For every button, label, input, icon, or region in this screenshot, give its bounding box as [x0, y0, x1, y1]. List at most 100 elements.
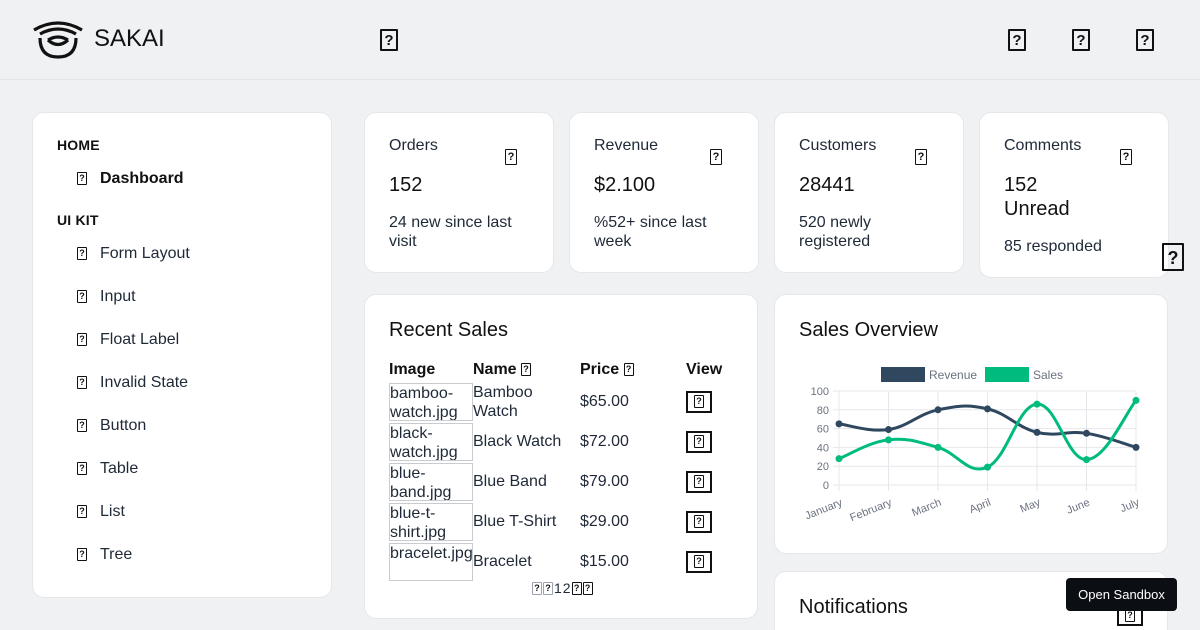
x-tick-label: January: [803, 496, 844, 522]
legend-label: Revenue: [929, 368, 977, 382]
sort-icon[interactable]: [521, 363, 532, 377]
view-button[interactable]: [686, 390, 712, 413]
x-tick-label: March: [910, 497, 943, 520]
user-icon[interactable]: [1072, 29, 1090, 52]
product-price: $15.00: [580, 553, 629, 570]
column-header-image: Image: [389, 361, 436, 378]
product-name: Bamboo Watch: [473, 384, 533, 420]
product-name: Bracelet: [473, 553, 532, 570]
stat-label: Customers: [799, 137, 877, 154]
column-header-price[interactable]: Price: [580, 358, 686, 382]
product-image: blue-band.jpg: [389, 463, 473, 501]
calendar-icon[interactable]: [1008, 29, 1026, 52]
product-price: $79.00: [580, 473, 629, 490]
sidebar-item-label: Table: [100, 459, 139, 477]
page-2-button[interactable]: 2: [562, 580, 571, 596]
last-page-icon[interactable]: [582, 581, 593, 595]
legend-label: Sales: [1033, 368, 1063, 382]
y-tick-label: 100: [811, 386, 829, 398]
stat-subtext: %52+ since last week: [594, 214, 707, 250]
view-button[interactable]: [686, 430, 712, 453]
view-button[interactable]: [686, 510, 712, 533]
notifications-title: Notifications: [799, 596, 908, 618]
table-row: bracelet.jpg Bracelet $15.00: [389, 542, 736, 582]
prev-page-icon[interactable]: [543, 581, 553, 595]
settings-icon[interactable]: [1136, 29, 1154, 52]
sidebar-item-form-layout[interactable]: Form Layout: [57, 232, 331, 275]
sidebar-section-home: HOME: [57, 137, 100, 153]
stat-card-revenue: Revenue $2.100 %52+ since last week: [569, 112, 759, 273]
stat-value: 152: [389, 174, 423, 196]
sidebar-item-label: Input: [100, 287, 136, 305]
data-point-sales: [1083, 456, 1090, 464]
y-tick-label: 60: [817, 424, 829, 436]
stat-subtext: 520 newly registered: [799, 214, 872, 250]
table-row: blue-t-shirt.jpg Blue T-Shirt $29.00: [389, 502, 736, 542]
product-name: Blue Band: [473, 473, 547, 490]
inbox-icon: [915, 149, 927, 165]
sidebar-item-tree[interactable]: Tree: [57, 533, 331, 576]
data-point-revenue: [885, 426, 892, 434]
search-icon: [694, 475, 704, 489]
product-name: Black Watch: [473, 433, 562, 450]
data-point-sales: [934, 443, 942, 451]
data-point-revenue: [835, 420, 843, 428]
list-icon: [77, 505, 87, 518]
open-sandbox-button[interactable]: Open Sandbox: [1066, 578, 1177, 611]
recent-sales-table: Image Name Price View bamboo-watch.jpg B…: [389, 358, 736, 582]
data-point-sales: [1033, 400, 1041, 408]
next-page-icon[interactable]: [571, 581, 582, 595]
data-point-sales: [1132, 396, 1140, 404]
x-tick-label: May: [1018, 496, 1042, 515]
sidebar-item-button[interactable]: Button: [57, 404, 331, 447]
menu-icon[interactable]: [380, 29, 398, 52]
recent-sales-panel: Recent Sales Image Name Price View bambo…: [364, 294, 758, 619]
stat-subtext: 24 new since last visit: [389, 214, 512, 250]
config-cog-icon[interactable]: [1162, 243, 1184, 272]
sidebar-item-invalid-state[interactable]: Invalid State: [57, 361, 331, 404]
sidebar-item-input[interactable]: Input: [57, 275, 331, 318]
stat-label: Orders: [389, 137, 438, 154]
first-page-icon[interactable]: [532, 581, 542, 595]
data-point-revenue: [984, 405, 991, 413]
sidebar-item-label: Dashboard: [100, 169, 184, 187]
data-point-revenue: [1132, 443, 1140, 451]
app-name: SAKAI: [94, 25, 165, 52]
search-icon: [694, 555, 704, 569]
sales-overview-panel: Sales Overview 0 20 40 60 80 100 January Februa…: [774, 294, 1168, 554]
sakai-logo-icon: [33, 21, 83, 59]
column-header-view: View: [686, 361, 723, 378]
table-row: bamboo-watch.jpg Bamboo Watch $65.00: [389, 382, 736, 422]
x-tick-label: February: [848, 496, 894, 524]
data-point-revenue: [1033, 428, 1041, 436]
page-1-button[interactable]: 1: [554, 580, 562, 596]
legend-swatch: [881, 367, 925, 382]
mobile-icon: [77, 419, 87, 432]
sidebar-item-float-label[interactable]: Float Label: [57, 318, 331, 361]
product-image: black-watch.jpg: [389, 423, 473, 461]
search-icon: [694, 395, 704, 409]
sidebar-item-list[interactable]: List: [57, 490, 331, 533]
data-point-revenue: [1083, 429, 1090, 437]
logo[interactable]: SAKAI: [32, 18, 165, 60]
product-image: bamboo-watch.jpg: [389, 383, 473, 421]
home-icon: [77, 172, 87, 185]
y-tick-label: 40: [817, 442, 829, 454]
view-button[interactable]: [686, 550, 712, 573]
search-icon: [694, 515, 704, 529]
data-point-sales: [835, 455, 843, 463]
sidebar-item-label: Invalid State: [100, 373, 189, 391]
stat-value: 152 Unread: [1004, 174, 1070, 220]
comment-icon: [1120, 149, 1132, 165]
stat-value: $2.100: [594, 174, 656, 196]
x-tick-label: April: [968, 497, 993, 516]
shopping-cart-icon: [505, 149, 517, 165]
column-header-name[interactable]: Name: [473, 358, 580, 382]
stat-label: Comments: [1004, 137, 1082, 154]
view-button[interactable]: [686, 470, 712, 493]
sales-overview-chart: 0 20 40 60 80 100 January February March April May…: [803, 367, 1142, 524]
sidebar-item-dashboard[interactable]: Dashboard: [57, 157, 331, 200]
sort-icon[interactable]: [623, 363, 634, 377]
sidebar-item-table[interactable]: Table: [57, 447, 331, 490]
bookmark-icon: [77, 333, 87, 346]
